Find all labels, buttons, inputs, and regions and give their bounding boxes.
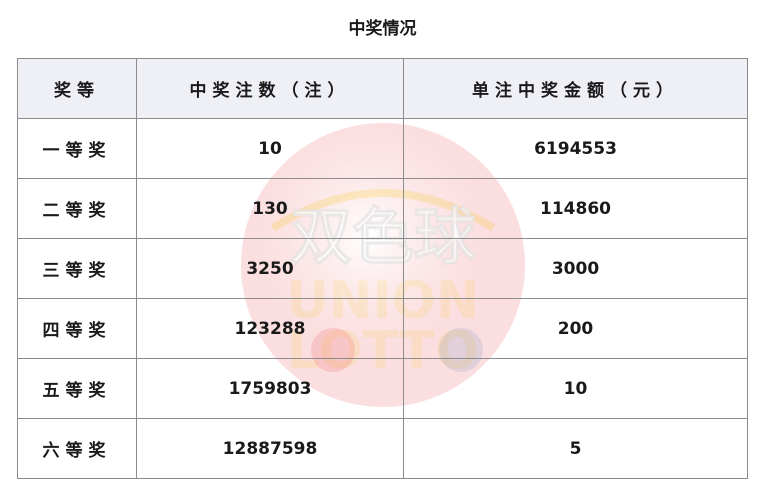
- prize-amount: 5: [403, 418, 748, 479]
- winning-count: 1759803: [136, 358, 404, 419]
- table-row: 六等奖 12887598 5: [17, 418, 748, 479]
- table-row: 二等奖 130 114860: [17, 178, 748, 239]
- prize-amount: 200: [403, 298, 748, 359]
- prize-level: 四等奖: [17, 298, 137, 359]
- table-row: 五等奖 1759803 10: [17, 358, 748, 419]
- prize-amount: 6194553: [403, 118, 748, 179]
- winning-count: 12887598: [136, 418, 404, 479]
- table-row: 三等奖 3250 3000: [17, 238, 748, 299]
- header-count: 中奖注数（注）: [136, 58, 404, 119]
- prize-amount: 114860: [403, 178, 748, 239]
- header-level: 奖等: [17, 58, 137, 119]
- page-title: 中奖情况: [348, 19, 417, 39]
- winning-count: 130: [136, 178, 404, 239]
- prize-level: 一等奖: [17, 118, 137, 179]
- prize-level: 二等奖: [17, 178, 137, 239]
- prize-level: 六等奖: [17, 418, 137, 479]
- header-amount: 单注中奖金额（元）: [403, 58, 748, 119]
- table-header-row: 奖等 中奖注数（注） 单注中奖金额（元）: [17, 58, 748, 119]
- table-row: 四等奖 123288 200: [17, 298, 748, 359]
- prize-amount: 3000: [403, 238, 748, 299]
- winning-count: 123288: [136, 298, 404, 359]
- winning-count: 10: [136, 118, 404, 179]
- prize-level: 五等奖: [17, 358, 137, 419]
- prize-table: 奖等 中奖注数（注） 单注中奖金额（元） 一等奖 10 6194553 二等奖 …: [17, 58, 748, 479]
- prize-level: 三等奖: [17, 238, 137, 299]
- prize-amount: 10: [403, 358, 748, 419]
- table-row: 一等奖 10 6194553: [17, 118, 748, 179]
- winning-count: 3250: [136, 238, 404, 299]
